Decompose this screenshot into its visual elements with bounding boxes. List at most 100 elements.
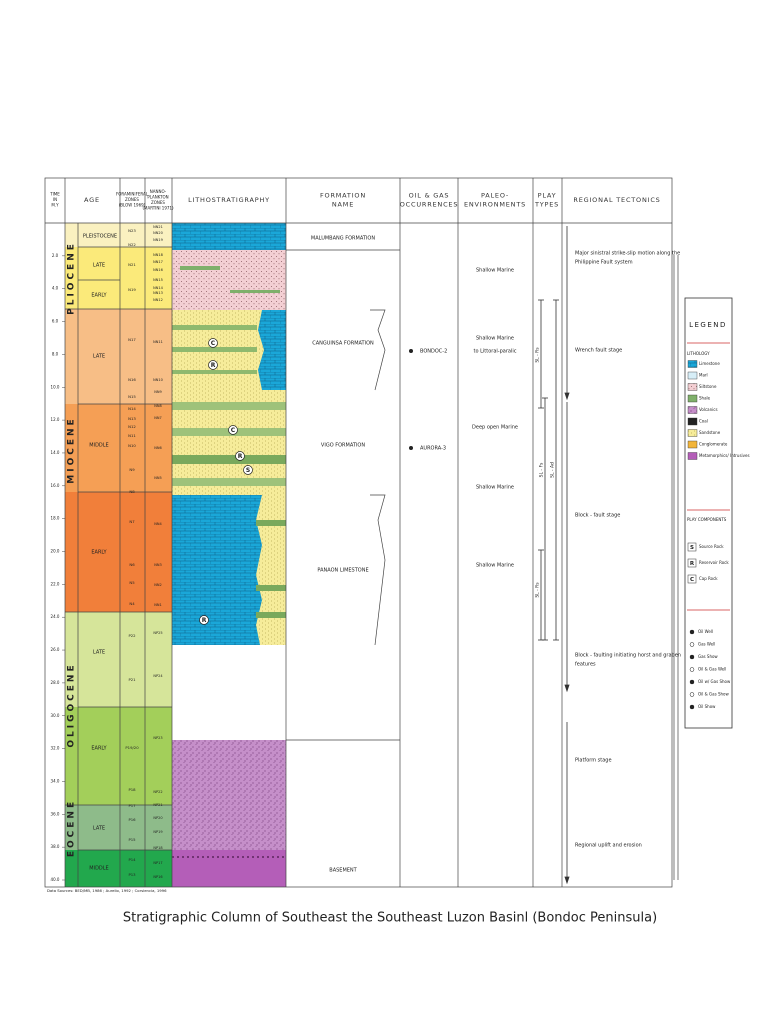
- legend-item: Cap Rock: [699, 576, 718, 581]
- legend-subtitle: LITHOLOGY: [687, 351, 710, 356]
- age-label: EARLY: [91, 746, 107, 752]
- legend-swatch: [687, 417, 698, 426]
- legend-swatch: [687, 394, 698, 403]
- column-header: ZONES: [125, 197, 139, 202]
- column-header: ENVIRONMENTS: [464, 201, 526, 209]
- nanno-zone: NP20: [153, 816, 162, 820]
- time-tick-label: 20.0: [51, 549, 60, 554]
- formation-name: BASEMENT: [329, 868, 357, 874]
- play-marker-label: C: [211, 340, 216, 347]
- frame: [44, 177, 679, 888]
- column-header: PALEO-: [481, 192, 509, 200]
- time-tick-label: 14.0: [51, 450, 60, 455]
- tectonic-stage: Block - fault stage: [575, 513, 620, 519]
- column-header: ZONES: [151, 200, 165, 205]
- time-tick-label: 40.0: [51, 877, 60, 882]
- foram-zone: N15: [128, 394, 136, 399]
- play-marker: [208, 338, 218, 348]
- paleo-environment: Shallow Marine: [476, 268, 514, 274]
- column-header: (MARTINI 1971): [142, 205, 173, 210]
- foram-zone: N22: [128, 242, 136, 247]
- foram-zone: N6: [129, 562, 135, 567]
- legend-swatch: [687, 542, 697, 552]
- column-header: TYPES: [534, 201, 559, 209]
- foram-zone: N16: [128, 377, 136, 382]
- play-marker: [208, 360, 218, 370]
- foram-zone: P19/20: [125, 745, 139, 750]
- play-marker-label: R: [238, 453, 243, 460]
- time-tick-label: 6.0: [52, 319, 59, 324]
- nanno-zone: NN8: [154, 404, 161, 408]
- play-marker: [235, 451, 245, 461]
- time-tick-label: 10.0: [51, 384, 60, 389]
- time-tick-label: 18.0: [51, 516, 60, 521]
- nanno-zone: NN15: [153, 278, 163, 282]
- nanno-zone: NP25: [153, 631, 162, 635]
- formation-name: VIGO FORMATION: [321, 443, 365, 449]
- foram-zone: N8: [129, 489, 135, 494]
- legend-item: Marl: [699, 373, 708, 378]
- nanno-zone: NN7: [154, 416, 161, 420]
- column-header: REGIONAL TECTONICS: [573, 196, 660, 204]
- legend-swatch: [687, 452, 698, 460]
- time-tick-label: 8.0: [52, 351, 59, 356]
- time-tick-label: 2.0: [52, 253, 59, 258]
- play-marker-label: S: [246, 467, 250, 474]
- well-symbol: [689, 629, 695, 635]
- nanno-zone: NN9: [154, 390, 161, 394]
- legend-swatch: [687, 383, 698, 391]
- column-header: PLANKTON: [147, 194, 168, 199]
- legend-swatch: [687, 406, 698, 414]
- legend-item: Siltstone: [699, 384, 717, 389]
- tectonic-stage: Philippine Fault system: [575, 260, 633, 266]
- column-header: (BLOW 1969): [119, 203, 146, 208]
- legend-swatch: [687, 440, 698, 449]
- foram-zone: N12: [128, 424, 136, 429]
- time-tick-label: 36.0: [51, 811, 60, 816]
- nanno-zone: NP24: [153, 674, 163, 678]
- time-tick-label: 22.0: [51, 581, 60, 586]
- foram-zone: P21: [128, 677, 136, 682]
- foram-zone: P18: [128, 787, 136, 792]
- epoch-label: PLIOCENE: [67, 241, 77, 315]
- legend-item: Gas Well: [698, 642, 715, 647]
- well-symbol: [689, 654, 695, 660]
- column-header: M.Y: [51, 203, 59, 208]
- epoch-label: OLIGOCENE: [67, 662, 77, 747]
- play-type: SL - Rs: [535, 582, 541, 598]
- nanno-zone: NN3: [154, 563, 161, 567]
- play-marker-label: C: [231, 427, 236, 434]
- tectonic-stage: features: [575, 662, 596, 668]
- foram-zone: N14: [128, 406, 136, 411]
- age-label: MIDDLE: [89, 866, 108, 872]
- foram-zone: N17: [128, 337, 136, 342]
- column-header: FORAMINIFERAL: [116, 192, 149, 197]
- paleo-environment: Shallow Marine: [476, 485, 514, 491]
- nanno-zone: NP23: [153, 736, 162, 740]
- legend-item: Reservoir Rock: [699, 560, 729, 565]
- play-bars: [538, 299, 559, 641]
- formation-name: PANAON LIMESTONE: [317, 568, 368, 574]
- well-symbol: [689, 667, 695, 672]
- foram-zone: N9: [129, 467, 135, 472]
- age-label: EARLY: [91, 293, 107, 299]
- foram-zone: N19: [128, 287, 136, 292]
- occurrence: AURORA-3: [420, 446, 446, 452]
- nanno-zone: NN18: [153, 253, 163, 257]
- time-tick-label: 38.0: [51, 844, 60, 849]
- foram-zone: N7: [129, 519, 135, 524]
- age-label: LATE: [93, 826, 105, 832]
- tectonic-stage: Platform stage: [575, 758, 612, 764]
- nanno-zone: NN19: [153, 238, 163, 242]
- epoch-label: EOCENE: [67, 799, 77, 857]
- play-type: SL - Ad: [550, 462, 556, 478]
- legend-swatch: [687, 371, 698, 380]
- legend-symbol: R: [690, 561, 695, 567]
- well-symbol: [409, 349, 413, 353]
- legend-swatch: [687, 574, 697, 584]
- foram-zone: N4: [129, 601, 135, 606]
- foram-zone: N11: [128, 433, 136, 438]
- well-symbol: [689, 692, 695, 697]
